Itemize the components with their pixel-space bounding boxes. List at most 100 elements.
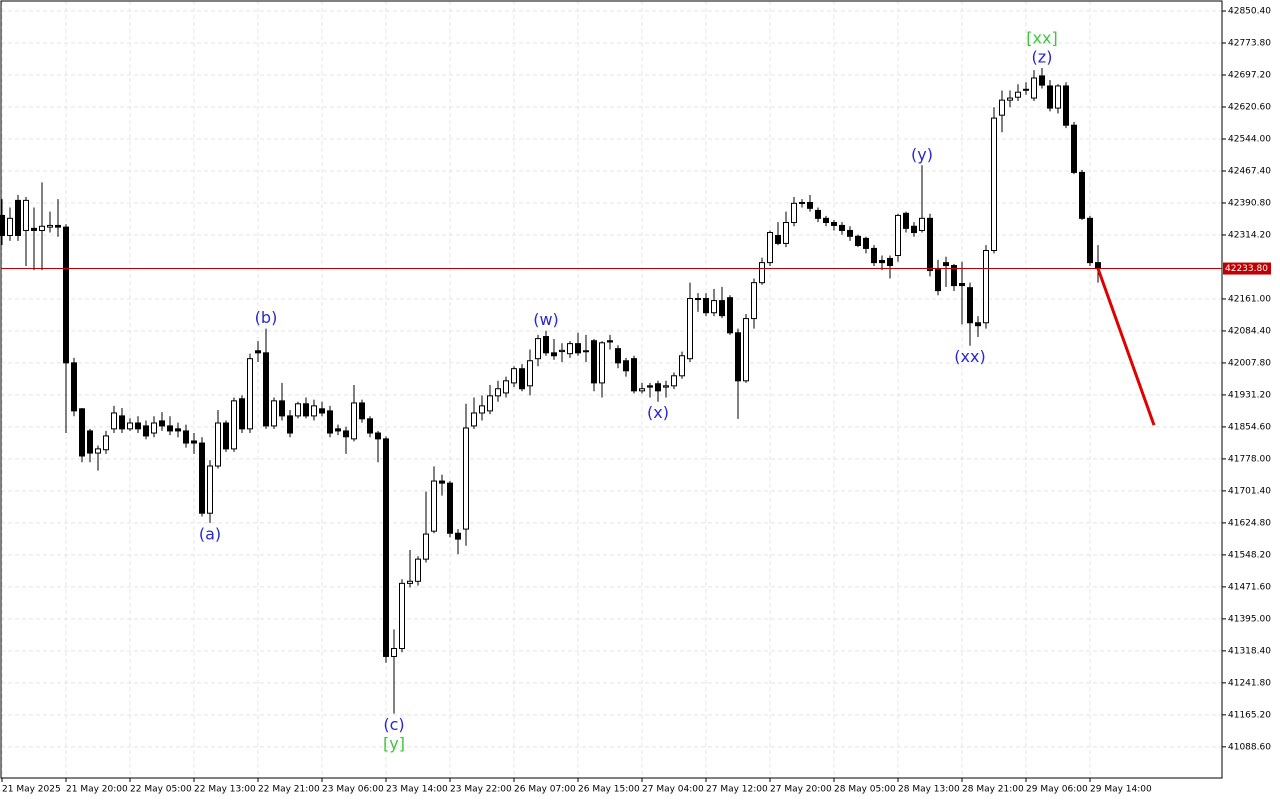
x-tick-label: 28 May 05:00 — [834, 785, 896, 795]
candle-body — [135, 422, 141, 430]
y-tick-label: 42850.40 — [1228, 7, 1271, 17]
candle-body — [599, 342, 605, 384]
candle-body — [655, 383, 661, 392]
candle-body — [71, 362, 77, 412]
candle-body — [311, 405, 317, 417]
candle-body — [1087, 217, 1093, 264]
x-tick-label: 21 May 2025 — [2, 785, 61, 795]
candle-body — [447, 482, 453, 534]
plot-frame — [0, 0, 1223, 779]
candle-body — [1079, 171, 1085, 219]
candle-body — [543, 336, 549, 354]
candle-body — [1063, 85, 1069, 126]
wave-label: (y) — [911, 145, 933, 164]
candle-body — [431, 480, 437, 532]
candle-body — [815, 209, 821, 219]
candle-body — [439, 480, 445, 484]
x-tick-label: 22 May 05:00 — [130, 785, 192, 795]
candle-body — [455, 532, 461, 540]
candle-body — [831, 222, 837, 226]
candle-body — [287, 415, 293, 434]
candle-body — [391, 648, 397, 657]
candle-body — [55, 224, 61, 228]
wave-label: [xx] — [1026, 28, 1057, 47]
candle-body — [247, 358, 253, 430]
candle-body — [1015, 91, 1021, 98]
candle-body — [239, 398, 245, 430]
y-tick-label: 42467.40 — [1228, 166, 1271, 176]
candle-body — [383, 438, 389, 657]
candle-body — [223, 422, 229, 450]
candle-body — [903, 212, 909, 229]
candle-body — [1007, 97, 1013, 101]
x-tick-label: 23 May 22:00 — [450, 785, 512, 795]
candle-body — [951, 265, 957, 287]
candle-body — [559, 349, 565, 353]
candle-body — [175, 428, 181, 432]
y-tick-label: 41778.00 — [1228, 454, 1271, 464]
candle-body — [255, 350, 261, 354]
candle-body — [959, 282, 965, 287]
candle-body — [471, 412, 477, 427]
x-tick-label: 22 May 13:00 — [194, 785, 256, 795]
candle-body — [991, 117, 997, 252]
candle-body — [487, 395, 493, 412]
y-tick-label: 42544.00 — [1228, 134, 1271, 144]
wave-label: (xx) — [954, 347, 985, 366]
candle-body — [879, 260, 885, 264]
candle-body — [607, 340, 613, 343]
candle-body — [759, 262, 765, 284]
y-tick-label: 42697.20 — [1228, 71, 1271, 81]
candle-body — [503, 380, 509, 394]
candle-body — [791, 202, 797, 224]
candle-body — [639, 388, 645, 392]
candle-body — [479, 405, 485, 414]
candle-body — [735, 332, 741, 382]
x-tick-label: 23 May 06:00 — [322, 785, 384, 795]
candle-body — [143, 425, 149, 437]
x-tick-label: 27 May 12:00 — [706, 785, 768, 795]
candle-body — [7, 217, 13, 236]
candle-body — [279, 400, 285, 417]
candle-body — [887, 257, 893, 267]
wave-label: (c) — [383, 715, 404, 734]
candle-body — [975, 322, 981, 327]
candle-body — [359, 402, 365, 420]
candle-body — [671, 375, 677, 387]
y-tick-label: 41854.60 — [1228, 422, 1271, 432]
y-tick-label: 41318.40 — [1228, 646, 1271, 656]
candle-body — [535, 338, 541, 360]
candle-body — [231, 400, 237, 450]
y-tick-label: 41931.20 — [1228, 390, 1271, 400]
candle-body — [207, 465, 213, 514]
candle-body — [623, 360, 629, 372]
y-tick-label: 41701.40 — [1228, 486, 1271, 496]
candle-body — [943, 262, 949, 267]
x-tick-label: 26 May 07:00 — [514, 785, 576, 795]
wave-label: (x) — [647, 403, 669, 422]
forecast-line — [1096, 267, 1156, 426]
x-tick-label: 22 May 21:00 — [258, 785, 320, 795]
candle-body — [631, 358, 637, 392]
y-tick-label: 42390.80 — [1228, 198, 1271, 208]
wave-label: (b) — [255, 308, 278, 327]
candle-body — [415, 558, 421, 582]
candle-body — [927, 217, 933, 272]
x-tick-label: 23 May 14:00 — [386, 785, 448, 795]
candle-body — [1031, 77, 1037, 99]
candle-body — [663, 385, 669, 388]
candle-body — [319, 408, 325, 414]
wave-label: [y] — [383, 734, 405, 753]
y-tick-label: 41624.80 — [1228, 518, 1271, 528]
candle-body — [295, 403, 301, 417]
candle-body — [199, 442, 205, 514]
candle-body — [167, 425, 173, 432]
candle-body — [743, 318, 749, 382]
candle-body — [983, 250, 989, 324]
y-tick-label: 41395.00 — [1228, 614, 1271, 624]
x-tick-label: 29 May 14:00 — [1090, 785, 1152, 795]
candle-body — [719, 300, 725, 317]
candle-body — [95, 448, 101, 454]
candle-body — [575, 343, 581, 354]
